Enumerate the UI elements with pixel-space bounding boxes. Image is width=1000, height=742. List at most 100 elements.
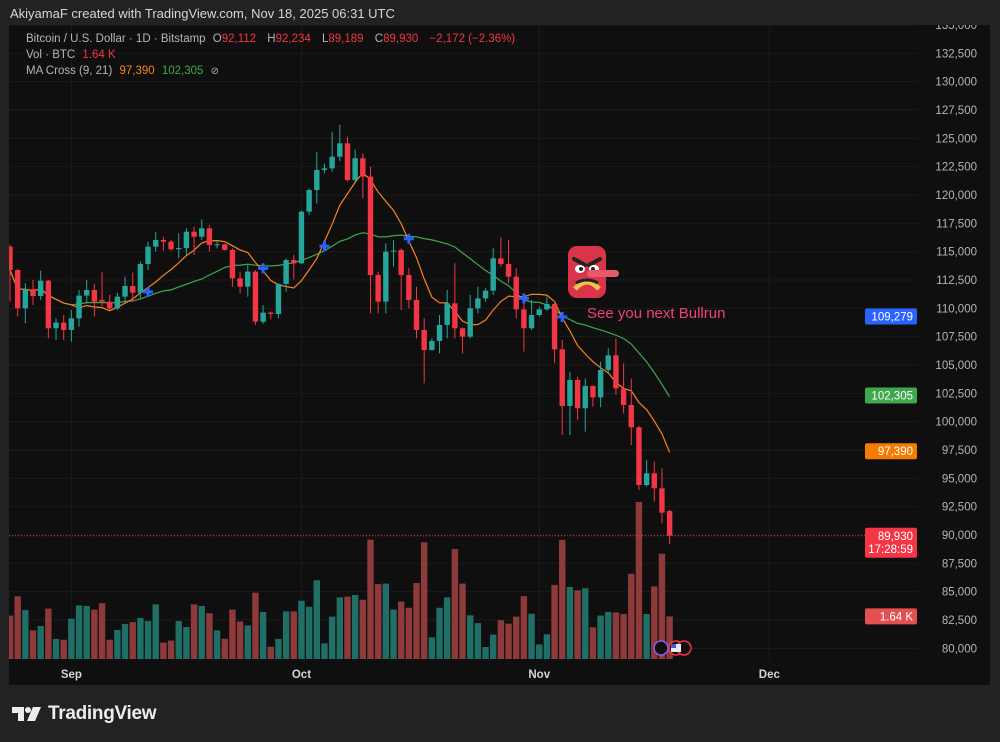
- candle-body[interactable]: [628, 404, 634, 428]
- candle-body[interactable]: [590, 385, 596, 398]
- candle-body[interactable]: [76, 295, 82, 319]
- candle-body[interactable]: [413, 299, 420, 330]
- candle-body[interactable]: [559, 349, 565, 407]
- candle-body[interactable]: [237, 278, 243, 287]
- candle-body[interactable]: [344, 143, 351, 181]
- candle-body[interactable]: [367, 176, 374, 276]
- tradingview-logo[interactable]: TradingView: [12, 703, 157, 725]
- candle-body[interactable]: [375, 275, 381, 302]
- candle-body[interactable]: [666, 511, 673, 536]
- candle-body[interactable]: [536, 309, 542, 316]
- candle-body[interactable]: [337, 143, 343, 157]
- candle-body[interactable]: [229, 249, 236, 279]
- candle-body[interactable]: [490, 258, 496, 291]
- candle-body[interactable]: [505, 264, 512, 277]
- candle-body[interactable]: [605, 355, 611, 370]
- candle-body[interactable]: [130, 285, 136, 293]
- candle-body[interactable]: [390, 250, 397, 252]
- candle-body[interactable]: [521, 309, 527, 329]
- candle-body[interactable]: [421, 329, 427, 351]
- candle-body[interactable]: [298, 211, 305, 264]
- candle-body[interactable]: [444, 303, 450, 325]
- candle-body[interactable]: [406, 275, 412, 300]
- candle-body[interactable]: [613, 355, 619, 389]
- candle-body[interactable]: [482, 290, 489, 299]
- candle-body[interactable]: [53, 322, 59, 329]
- symbol-legend[interactable]: Bitcoin / U.S. Dollar · 1D · Bitstamp O9…: [26, 33, 519, 45]
- candle-body[interactable]: [252, 271, 259, 322]
- candle-body[interactable]: [329, 156, 335, 169]
- candle-body[interactable]: [183, 231, 190, 249]
- volume-legend[interactable]: Vol · BTC 1.64 K: [26, 49, 120, 61]
- candle-body[interactable]: [30, 289, 36, 296]
- candle-body[interactable]: [37, 280, 44, 296]
- candle-body[interactable]: [643, 473, 650, 486]
- candlestick-chart[interactable]: 135,000 132,500 130,000 127,500 125,000 122,5…: [9, 25, 990, 685]
- candle-body[interactable]: [291, 260, 297, 264]
- chart-panel[interactable]: 135,000 132,500 130,000 127,500 125,000 122,5…: [9, 25, 990, 685]
- candle-body[interactable]: [275, 283, 282, 314]
- candle-body[interactable]: [191, 231, 197, 237]
- volume-bar: [91, 609, 98, 659]
- candle-body[interactable]: [153, 239, 159, 247]
- candle-body[interactable]: [513, 276, 519, 310]
- annotation-text[interactable]: See you next Bullrun: [587, 305, 726, 322]
- candle-body[interactable]: [321, 168, 328, 170]
- candle-body[interactable]: [636, 427, 642, 486]
- volume-bar: [420, 542, 428, 659]
- candle-body[interactable]: [574, 379, 581, 409]
- candle-body[interactable]: [582, 385, 588, 409]
- candle-body[interactable]: [214, 244, 220, 246]
- candle-body[interactable]: [360, 158, 366, 177]
- candle-body[interactable]: [436, 324, 443, 341]
- candle-body[interactable]: [60, 322, 67, 330]
- candle-body[interactable]: [429, 340, 435, 351]
- candle-body[interactable]: [222, 244, 228, 250]
- candle-body[interactable]: [22, 289, 29, 309]
- candle-body[interactable]: [260, 312, 266, 322]
- price-axis-label: 115,000: [936, 247, 977, 259]
- economic-event-icon[interactable]: [653, 640, 669, 656]
- candle-body[interactable]: [68, 318, 75, 330]
- candle-body[interactable]: [14, 270, 21, 309]
- candle-body[interactable]: [352, 158, 358, 181]
- candle-body[interactable]: [176, 248, 182, 250]
- symbol-name[interactable]: Bitcoin / U.S. Dollar · 1D · Bitstamp: [26, 33, 206, 45]
- candle-body[interactable]: [268, 312, 274, 314]
- candle-body[interactable]: [597, 369, 604, 398]
- candle-body[interactable]: [528, 315, 535, 329]
- candle-body[interactable]: [314, 169, 320, 191]
- candle-body[interactable]: [160, 239, 167, 242]
- candle-body[interactable]: [168, 241, 174, 250]
- candle-body[interactable]: [206, 228, 213, 245]
- candle-body[interactable]: [475, 298, 481, 309]
- candle-body[interactable]: [114, 296, 121, 309]
- candle-body[interactable]: [245, 271, 251, 287]
- candle-body[interactable]: [107, 301, 113, 309]
- candle-body[interactable]: [283, 260, 289, 284]
- candle-body[interactable]: [467, 308, 473, 337]
- candle-body[interactable]: [306, 190, 312, 212]
- candle-body[interactable]: [122, 285, 128, 297]
- candle-body[interactable]: [84, 289, 90, 296]
- candle-body[interactable]: [544, 304, 550, 310]
- candle-body[interactable]: [9, 246, 13, 271]
- candle-body[interactable]: [659, 488, 665, 513]
- hide-eye-icon[interactable]: ⊘: [210, 66, 220, 77]
- candle-body[interactable]: [91, 289, 98, 302]
- candle-body[interactable]: [452, 303, 458, 329]
- candle-body[interactable]: [398, 249, 404, 276]
- candle-body[interactable]: [459, 328, 466, 337]
- candle-body[interactable]: [551, 304, 558, 350]
- candle-body[interactable]: [145, 246, 151, 265]
- candle-body[interactable]: [620, 388, 627, 405]
- candle-body[interactable]: [567, 379, 573, 407]
- candle-body[interactable]: [651, 473, 657, 489]
- candle-body[interactable]: [137, 264, 144, 293]
- ma-cross-legend[interactable]: MA Cross (9, 21) 97,390 102,305 ⊘: [26, 65, 223, 77]
- candle-body[interactable]: [99, 299, 105, 302]
- candle-body[interactable]: [383, 251, 389, 302]
- candle-body[interactable]: [199, 228, 205, 237]
- candle-body[interactable]: [498, 258, 504, 265]
- candle-body[interactable]: [45, 280, 52, 329]
